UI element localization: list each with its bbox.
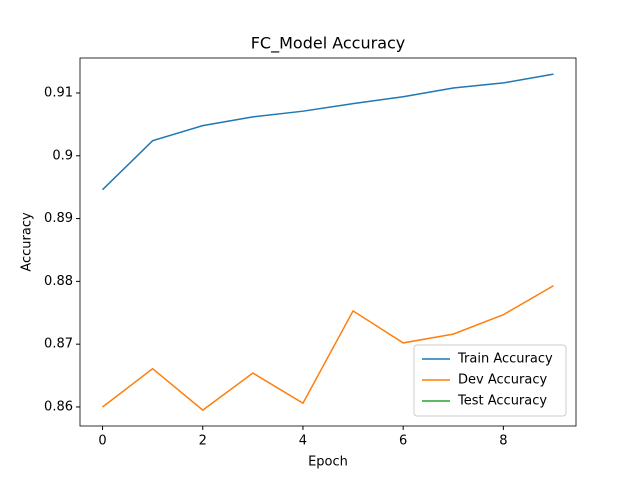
plot-frame: [79, 57, 577, 427]
legend-label: Test Accuracy: [457, 394, 547, 409]
x-tick-label: 2: [199, 434, 207, 449]
y-tick-label: 0.88: [44, 274, 73, 289]
y-axis-label: Accuracy: [20, 212, 35, 272]
chart-title: FC_Model Accuracy: [251, 34, 406, 54]
x-axis-label: Epoch: [308, 455, 348, 470]
data-line: [102, 73, 554, 191]
legend-label: Train Accuracy: [457, 352, 553, 367]
y-tick-label: 0.9: [52, 148, 73, 163]
y-tick-label: 0.91: [44, 85, 73, 100]
y-tick-label: 0.86: [44, 399, 73, 414]
x-tick-label: 6: [399, 434, 407, 449]
legend-label: Dev Accuracy: [458, 373, 547, 388]
x-tick-label: 0: [98, 434, 106, 449]
y-tick-label: 0.89: [44, 211, 73, 226]
legend-box: [413, 344, 567, 417]
x-tick-label: 8: [499, 434, 507, 449]
x-tick-label: 4: [299, 434, 307, 449]
data-line: [102, 285, 554, 412]
y-tick-label: 0.87: [44, 337, 73, 352]
